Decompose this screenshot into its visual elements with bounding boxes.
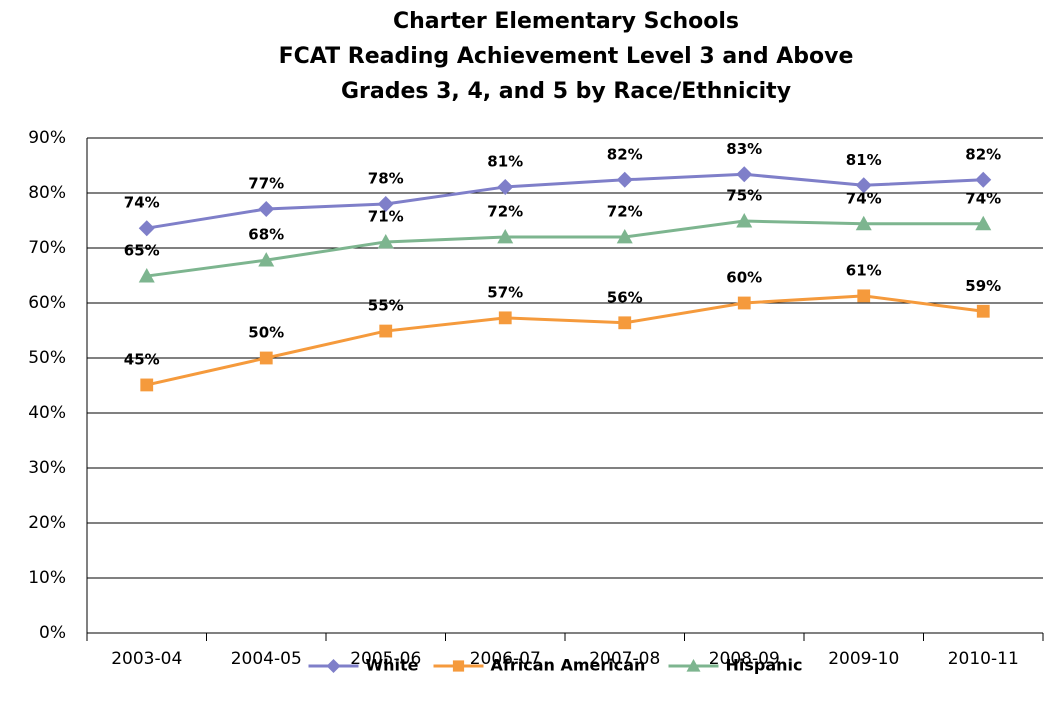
legend-label: African American [491, 656, 646, 675]
data-label: 74% [965, 189, 1001, 207]
data-label: 83% [726, 140, 762, 158]
x-tick-label: 2010-11 [948, 649, 1019, 669]
y-tick-label: 80% [28, 183, 66, 203]
data-label: 82% [965, 145, 1001, 163]
marker [975, 171, 992, 188]
data-label: 65% [124, 242, 160, 260]
data-label: 74% [846, 189, 882, 207]
data-label: 72% [607, 203, 643, 221]
x-tick-label: 2007-08 [589, 649, 660, 669]
y-tick-label: 70% [28, 238, 66, 258]
data-label: 81% [846, 151, 882, 169]
marker [855, 215, 872, 231]
marker [140, 378, 154, 392]
chart-title: Grades 3, 4, and 5 by Race/Ethnicity [341, 79, 791, 104]
data-label: 82% [607, 145, 643, 163]
y-tick-label: 90% [28, 128, 66, 148]
marker [686, 659, 701, 672]
marker [975, 215, 992, 231]
data-label: 77% [248, 174, 284, 192]
y-tick-label: 40% [28, 403, 66, 423]
y-tick-label: 60% [28, 293, 66, 313]
data-label: 56% [607, 288, 643, 306]
marker [616, 171, 633, 188]
y-tick-label: 30% [28, 458, 66, 478]
x-tick-label: 2008-09 [709, 649, 780, 669]
marker [618, 316, 632, 330]
series-line [146, 294, 984, 387]
data-label: 61% [846, 261, 882, 279]
marker [497, 229, 514, 244]
marker [377, 233, 394, 249]
marker [736, 213, 753, 228]
data-label: 60% [726, 269, 762, 287]
marker [326, 659, 341, 673]
marker [258, 252, 275, 267]
data-label: 71% [368, 207, 404, 225]
y-tick-label: 50% [28, 348, 66, 368]
legend-label: White [366, 656, 419, 675]
x-tick-label: 2006-07 [470, 649, 541, 669]
marker [736, 166, 753, 183]
marker [377, 196, 394, 212]
marker [857, 289, 871, 303]
x-tick-label: 2009-10 [828, 649, 899, 669]
legend-label: Hispanic [726, 656, 803, 675]
chart-title: FCAT Reading Achievement Level 3 and Abo… [279, 44, 854, 69]
data-label: 68% [248, 226, 284, 244]
series-line [146, 172, 984, 230]
data-label: 75% [726, 187, 762, 205]
data-label: 78% [368, 170, 404, 188]
marker [138, 268, 155, 283]
data-label: 72% [487, 203, 523, 221]
data-label: 81% [487, 152, 523, 170]
y-tick-label: 20% [28, 513, 66, 533]
marker [452, 660, 465, 672]
x-tick-label: 2005-06 [350, 649, 421, 669]
marker [258, 200, 275, 217]
chart-title: Charter Elementary Schools [393, 9, 739, 34]
marker [976, 304, 990, 318]
marker [138, 220, 155, 237]
x-tick-label: 2004-05 [231, 649, 302, 669]
data-label: 59% [965, 277, 1001, 295]
marker [498, 311, 512, 325]
data-label: 74% [124, 194, 160, 212]
x-tick-label: 2003-04 [111, 649, 182, 669]
marker [497, 178, 514, 195]
data-label: 45% [124, 350, 160, 368]
data-label: 55% [368, 297, 404, 315]
data-label: 50% [248, 324, 284, 342]
marker [855, 177, 872, 194]
y-tick-label: 0% [39, 623, 66, 643]
marker [737, 296, 751, 310]
series-line [146, 219, 984, 278]
data-label: 57% [487, 283, 523, 301]
marker [259, 351, 273, 365]
y-tick-label: 10% [28, 568, 66, 588]
marker [616, 229, 633, 244]
marker [379, 324, 393, 338]
